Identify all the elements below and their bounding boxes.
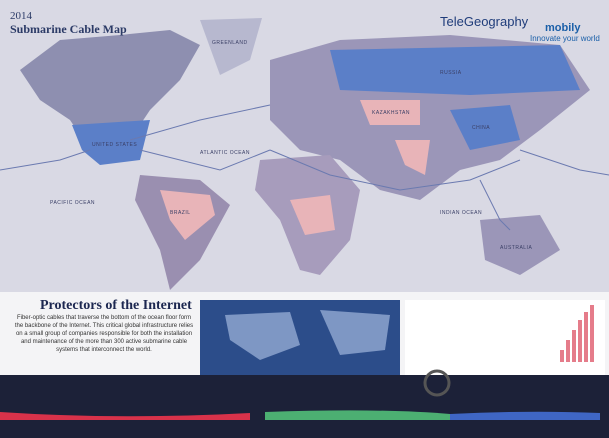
section-body: Fiber-optic cables that traverse the bot… [14,315,194,353]
cable [129,104,271,141]
china [450,105,520,150]
map-label: PACIFIC OCEAN [50,200,96,206]
kazakhstan [360,100,420,125]
australia [480,215,560,275]
cable [139,149,271,171]
depth-band [0,375,609,438]
telegeography-logo: TeleGeography [440,14,529,29]
title: Submarine Cable Map [10,22,127,36]
inset-land [225,312,300,360]
map-label: INDIAN OCEAN [440,210,483,216]
map-label: RUSSIA [440,70,462,76]
ring-diagram [423,369,451,397]
africa-region [290,195,335,235]
section-title: Protectors of the Internet [40,298,192,313]
map-label: ATLANTIC OCEAN [200,150,250,156]
greenland [200,18,262,75]
map-label: UNITED STATES [92,142,138,148]
map-label: KAZAKHSTAN [372,110,410,116]
tagline: Innovate your world [530,34,600,43]
chart-panel [405,300,605,375]
inset-land [320,310,390,355]
cable [269,149,521,191]
map-label: CHINA [472,125,491,131]
cable [0,149,91,171]
year: 2014 [10,10,32,22]
depth-profile [265,410,450,420]
russia [330,45,580,95]
mobily-logo: mobily [545,22,581,34]
map-label: AUSTRALIA [500,245,533,251]
decor-bars [560,305,594,362]
usa [72,120,150,165]
india [395,140,430,175]
cable [479,179,511,231]
map-label: BRAZIL [170,210,191,216]
cable [519,149,609,176]
map-label: GREENLAND [212,40,248,46]
depth-profile [0,412,250,420]
brazil [160,190,215,240]
depth-profile [450,411,600,420]
north-america [20,30,200,160]
